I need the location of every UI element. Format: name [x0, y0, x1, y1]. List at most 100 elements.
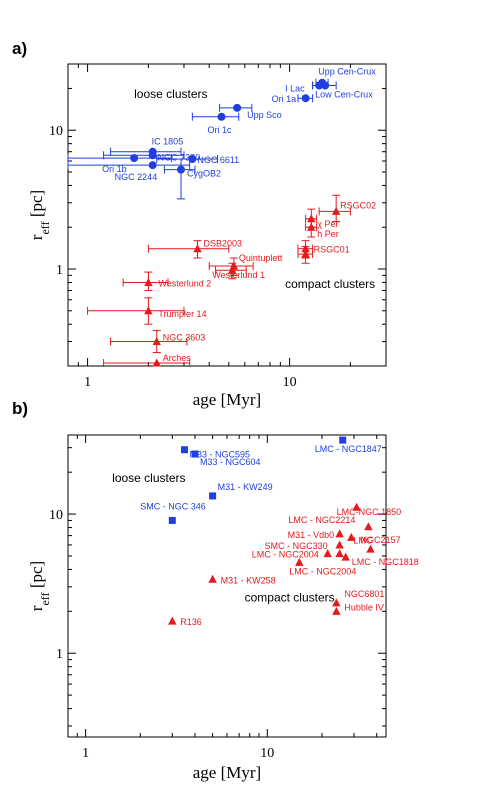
data-label: RSGC02	[340, 200, 376, 210]
data-label: IC 1805	[152, 137, 184, 147]
plot-frame	[67, 63, 387, 367]
data-label: LMC - NGC1818	[352, 557, 419, 567]
data-point-triangle	[208, 574, 217, 583]
data-label: NGC 7380	[158, 152, 201, 162]
data-label: h Per	[317, 229, 339, 239]
data-label: Westerlund 2	[158, 278, 211, 288]
data-label: NGC 3603	[163, 333, 206, 343]
data-label: Trumpler 14	[158, 309, 206, 319]
data-point-triangle	[152, 358, 161, 367]
data-point-circle	[176, 165, 185, 174]
data-point-square	[191, 450, 199, 458]
data-label: RSGC01	[314, 245, 350, 255]
data-label: NGC6801	[344, 589, 384, 599]
data-label: NGC2157	[361, 535, 401, 545]
data-label: Ori 1c	[207, 125, 232, 135]
data-label: LMC - NGC2214	[288, 515, 355, 525]
x-axis-title: age [Myr]	[193, 763, 261, 782]
data-point-circle	[233, 103, 242, 112]
data-label: Ori 1b	[102, 164, 127, 174]
data-point-circle	[130, 154, 139, 163]
data-label: LMC - NGC2004	[289, 566, 356, 576]
data-point-triangle	[295, 557, 304, 566]
data-point-square	[180, 446, 188, 454]
group-annotation: loose clusters	[134, 87, 207, 101]
x-tick-label: 1	[84, 375, 91, 390]
data-label: NGC 2244	[115, 172, 158, 182]
data-point-triangle	[347, 532, 356, 541]
data-label: LMC - NGC1847	[315, 444, 382, 454]
data-label: Low Cen-Crux	[315, 89, 373, 99]
data-point-triangle	[332, 598, 341, 607]
data-label: M31 - KW258	[221, 575, 276, 585]
data-point-triangle	[331, 206, 341, 215]
data-point-triangle	[335, 549, 344, 558]
data-point-triangle	[144, 277, 153, 286]
data-point-circle	[148, 151, 157, 160]
data-label: Upp Cen-Crux	[318, 67, 376, 77]
x-axis-title: age [Myr]	[193, 390, 261, 409]
data-point-triangle	[332, 606, 341, 615]
data-point-circle	[188, 155, 197, 164]
data-label: LMC-NGC 1850	[337, 507, 402, 517]
data-label: χ Per	[317, 219, 338, 229]
x-tick-label: 10	[260, 746, 274, 761]
data-label: NGC 6611	[197, 155, 239, 165]
data-point-square	[168, 516, 176, 524]
y-tick-label: 1	[56, 647, 63, 662]
data-label: LMC - NGC2004	[252, 550, 319, 560]
data-point-circle	[321, 81, 330, 90]
data-point-triangle	[352, 502, 361, 511]
data-label: CygOB2	[187, 169, 221, 179]
data-point-triangle	[307, 222, 316, 231]
data-label: SMC - NGC330	[265, 541, 328, 551]
group-annotation: compact clusters	[245, 591, 335, 605]
data-label: Westerlund 1	[212, 270, 265, 280]
data-point-square	[209, 492, 217, 500]
data-point-triangle	[228, 265, 237, 274]
data-point-triangle	[168, 616, 177, 625]
data-point-triangle	[335, 529, 344, 538]
y-tick-label: 10	[49, 124, 63, 139]
data-label: I Lac	[285, 83, 305, 93]
data-label: Quintuplett	[239, 253, 283, 263]
data-label: DSB2003	[203, 239, 242, 249]
data-label: Arches	[163, 353, 192, 363]
chart-panel-a: a) 1 10 1 10 age [Myr] reff [pc] loose clusters…	[12, 39, 387, 409]
data-point-square	[339, 436, 347, 444]
chart-panel-b: b) 1 10 1 10 age [Myr] reff [pc] loose clusters…	[12, 399, 419, 782]
data-point-triangle	[301, 249, 310, 258]
panel-label: b)	[12, 399, 28, 418]
data-label: Hubble IV	[344, 602, 384, 612]
data-label: LMC	[353, 535, 373, 545]
data-point-triangle	[335, 540, 344, 549]
data-point-triangle	[341, 552, 350, 561]
data-label: SMC - NGC 346	[140, 501, 206, 511]
data-label: M33 - NGC595	[189, 450, 250, 460]
data-point-triangle	[323, 549, 332, 558]
y-axis-title: reff [pc]	[27, 190, 52, 240]
data-point-circle	[301, 94, 310, 103]
data-point-triangle	[193, 244, 202, 253]
data-label: R136	[180, 617, 202, 627]
data-label: M31 - Vdb0	[288, 530, 335, 540]
group-annotation: loose clusters	[112, 471, 185, 485]
data-point-triangle	[366, 544, 375, 553]
data-point-triangle	[144, 306, 153, 315]
series-loose: Upp Cen-Crux I Lac Low Cen-Crux Ori 1a Upp S…	[67, 67, 376, 200]
x-tick-label: 10	[283, 375, 297, 390]
data-point-triangle	[364, 522, 373, 531]
data-label: Ori 1a	[272, 94, 297, 104]
data-point-triangle	[152, 337, 161, 346]
data-label: M31 - KW249	[218, 482, 273, 492]
panel-label: a)	[12, 39, 27, 58]
x-tick-label: 1	[82, 746, 89, 761]
data-label: Upp Sco	[247, 110, 282, 120]
data-label: M33 - NGC604	[200, 457, 261, 467]
y-axis-title: reff [pc]	[27, 561, 52, 611]
data-point-circle	[217, 112, 226, 121]
